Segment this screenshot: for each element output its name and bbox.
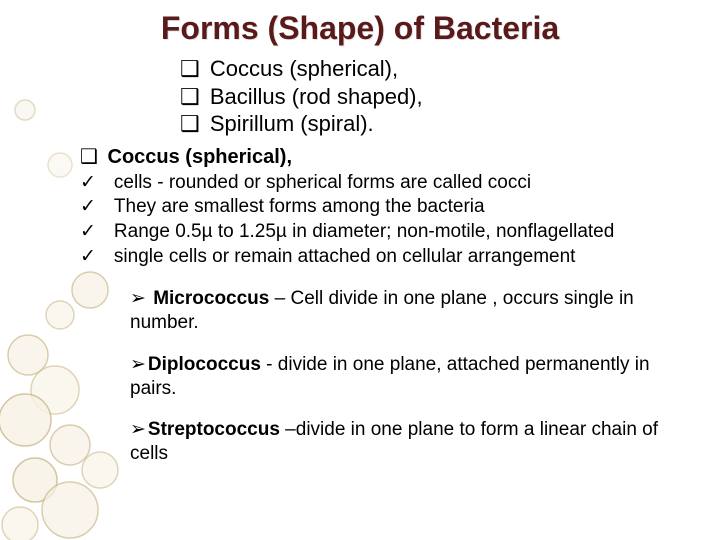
page-title: Forms (Shape) of Bacteria [0,0,720,55]
section-heading-text: Coccus (spherical), [108,146,293,168]
section-heading: ❑ Coccus (spherical), [80,144,720,169]
check-item-text: single cells or remain attached on cellu… [114,246,576,267]
arrow-item: ➢Streptococcus –divide in one plane to f… [130,418,700,466]
intro-item: ❑ Spirillum (spiral). [180,110,720,138]
arrow-item-term: Diplococcus [148,354,261,375]
check-list: ✓ cells - rounded or spherical forms are … [80,171,720,270]
arrow-icon: ➢ [130,419,146,440]
arrow-item: ➢ Micrococcus – Cell divide in one plane… [130,287,700,335]
check-icon: ✓ [80,221,96,242]
square-bullet-icon: ❑ [180,56,200,81]
intro-item: ❑ Bacillus (rod shaped), [180,83,720,111]
check-item: ✓ single cells or remain attached on cell… [80,245,720,270]
background-circles [0,0,120,540]
check-item: ✓ They are smallest forms among the bacte… [80,195,720,220]
arrow-item-term: Micrococcus [153,288,269,309]
arrow-item: ➢Diplococcus - divide in one plane, atta… [130,353,700,401]
intro-item-text: Bacillus (rod shaped), [204,84,423,109]
square-bullet-icon: ❑ [80,146,98,168]
check-item-text: cells - rounded or spherical forms are c… [114,172,531,193]
intro-list: ❑ Coccus (spherical),❑ Bacillus (rod sha… [180,55,720,138]
check-icon: ✓ [80,196,96,217]
intro-item: ❑ Coccus (spherical), [180,55,720,83]
intro-item-text: Coccus (spherical), [204,56,398,81]
check-icon: ✓ [80,172,96,193]
check-item-text: They are smallest forms among the bacter… [114,196,485,217]
square-bullet-icon: ❑ [180,84,200,109]
square-bullet-icon: ❑ [180,111,200,136]
check-item: ✓ Range 0.5µ to 1.25µ in diameter; non-mo… [80,220,720,245]
arrow-item-term: Streptococcus [148,419,280,440]
check-icon: ✓ [80,246,96,267]
arrow-icon: ➢ [130,288,151,309]
arrow-icon: ➢ [130,354,146,375]
check-item-text: Range 0.5µ to 1.25µ in diameter; non-mot… [114,221,614,242]
check-item: ✓ cells - rounded or spherical forms are … [80,171,720,196]
arrow-list: ➢ Micrococcus – Cell divide in one plane… [130,287,700,466]
intro-item-text: Spirillum (spiral). [204,111,374,136]
